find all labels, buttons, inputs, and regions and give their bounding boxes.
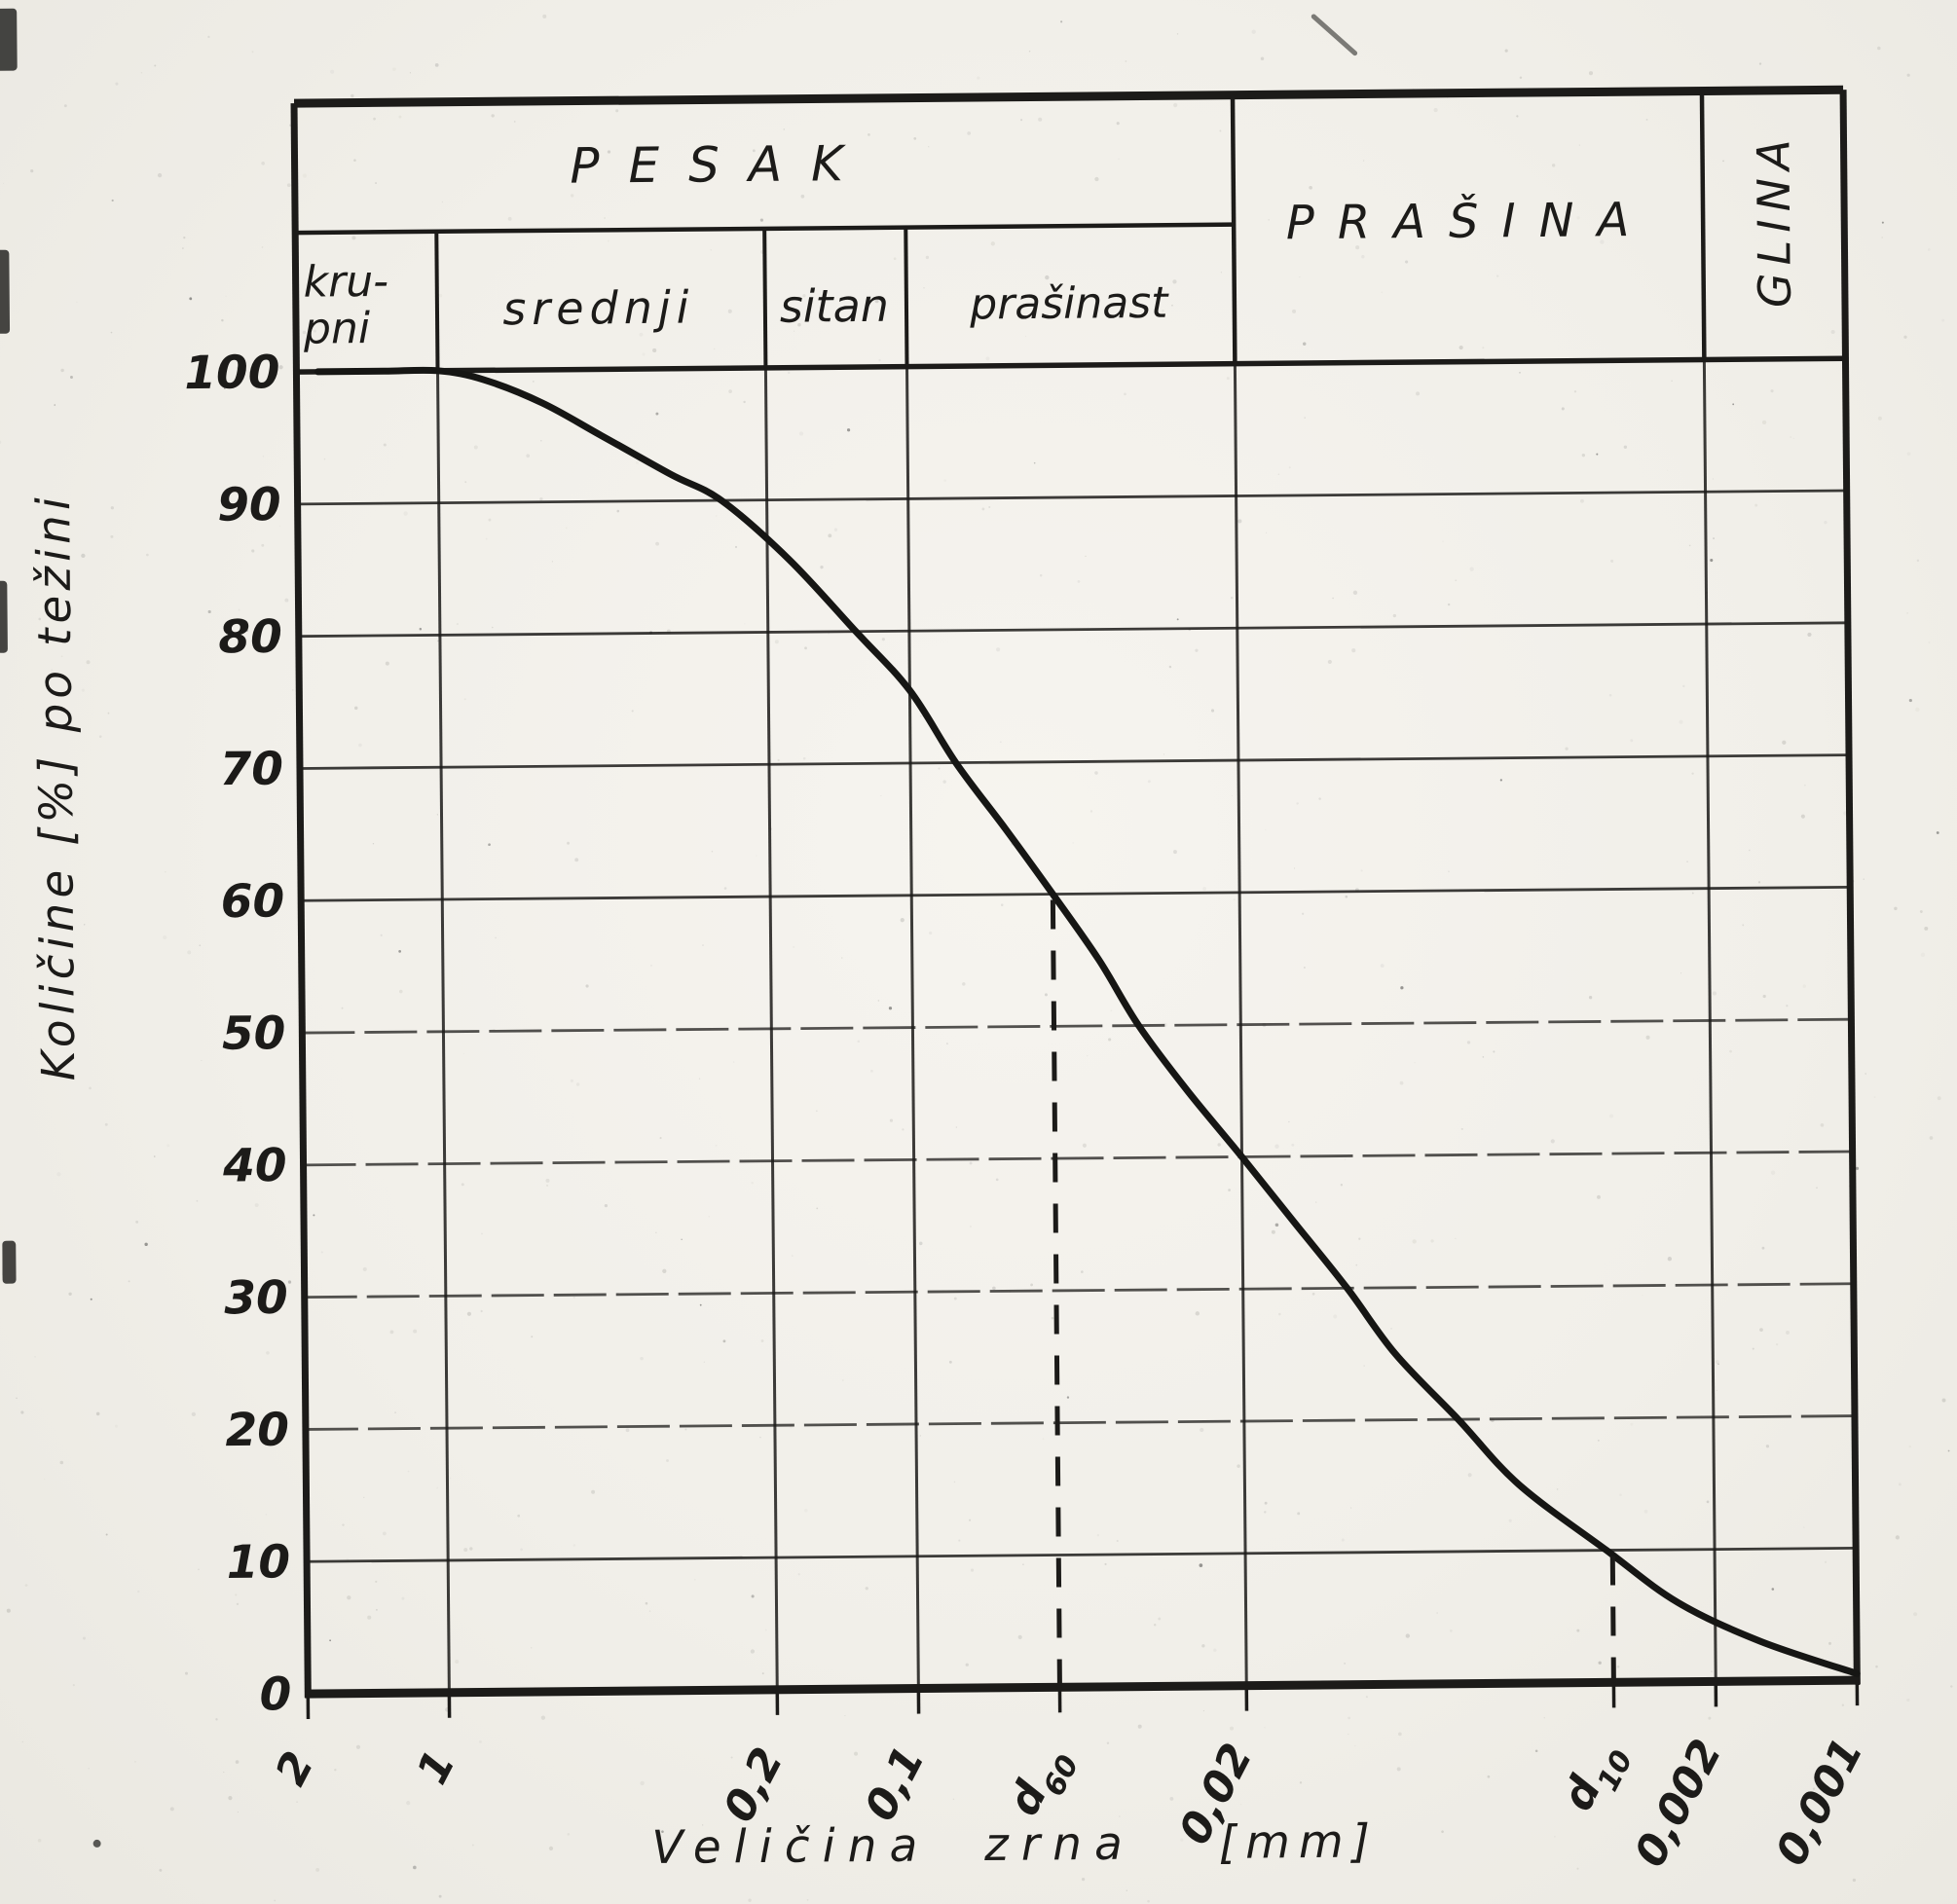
y-tick-label: 40 <box>222 1139 287 1193</box>
y-tick-label: 10 <box>226 1535 290 1590</box>
y-tick-label: 80 <box>218 610 282 665</box>
x-axis-title-text: Veličina zrna <box>651 1816 1136 1875</box>
y-tick-label: 90 <box>217 478 281 532</box>
x-tick-label: 1 <box>407 1742 464 1792</box>
x-tick-label: 0,2 <box>714 1739 793 1830</box>
curve-group <box>314 366 1861 1677</box>
vertical-gridlines <box>436 359 1717 1693</box>
diameter-markers <box>1050 899 1616 1688</box>
x-axis-unit: [mm] <box>1218 1814 1380 1870</box>
grading-curve <box>314 366 1861 1677</box>
header-grid <box>293 85 1846 375</box>
x-tick-label: d10 <box>1553 1733 1641 1824</box>
horizontal-gridlines <box>297 489 1857 1563</box>
x-axis-title: Veličina zrna [mm] <box>651 1814 1379 1875</box>
header-zone-glina: GLINA <box>1747 131 1801 309</box>
header-zone-prasina: PRAŠINA <box>1285 192 1653 251</box>
header-zone-pesak: PESAK <box>570 134 873 195</box>
header-subzone-prasinast: prašinast <box>970 277 1168 330</box>
x-tick-label: 0,1 <box>855 1739 934 1829</box>
y-tick-label: 30 <box>224 1271 288 1326</box>
chart-frame <box>290 90 1861 1699</box>
x-tick-label: d60 <box>999 1738 1087 1829</box>
header-subzone-srednji: srednji <box>502 280 695 336</box>
y-tick-label: 100 <box>184 346 280 400</box>
y-tick-label: 20 <box>225 1404 289 1458</box>
x-tick-label: 0,002 <box>1625 1732 1732 1875</box>
y-tick-label: 60 <box>221 874 285 929</box>
x-tick-label: 0,001 <box>1766 1731 1873 1874</box>
y-axis-title: Količine [%] po težini <box>27 492 87 1081</box>
y-tick-label: 0 <box>259 1667 291 1721</box>
header-subzone-krupni: kru- pni <box>303 256 389 355</box>
scan-edge-artifacts <box>0 8 1358 1848</box>
x-tick-label: 2 <box>266 1744 323 1794</box>
y-tick-label: 70 <box>219 743 283 797</box>
x-ticks <box>306 1680 1860 1720</box>
y-tick-label: 50 <box>222 1007 286 1061</box>
header-subzone-sitan: sitan <box>779 278 890 333</box>
